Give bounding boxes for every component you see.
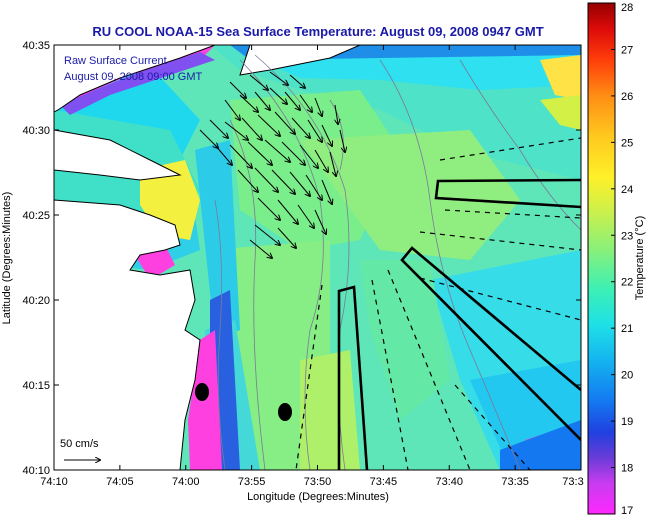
x-axis-label: Longitude (Degrees:Minutes)	[247, 491, 389, 503]
x-tick-label: 73:45	[370, 476, 398, 488]
x-tick-label: 74:05	[106, 476, 134, 488]
colorbar-tick-label: 22	[621, 277, 633, 289]
transect-dashes	[295, 137, 581, 470]
colorbar-tick-label: 17	[621, 505, 633, 517]
station-dot	[278, 403, 292, 421]
y-tick-label: 40:10	[22, 465, 50, 477]
y-tick-label: 40:30	[22, 125, 50, 137]
colorbar-tick-label: 25	[621, 137, 633, 149]
colorbar-tick-label: 28	[621, 2, 633, 14]
x-axis: 74:10 74:05 74:00 73:55 73:50 73:45 73:40 73:35…	[40, 45, 584, 488]
colorbar-tick-label: 20	[621, 370, 633, 382]
y-axis: 40:10 40:15 40:20 40:25 40:30 40:35	[22, 40, 581, 477]
x-tick-label: 74:10	[40, 476, 68, 488]
chart-title: RU COOL NOAA-15 Sea Surface Temperature:…	[92, 24, 543, 39]
scale-label: 50 cm/s	[60, 438, 99, 450]
current-vectors	[199, 71, 345, 258]
land	[54, 45, 361, 470]
y-tick-label: 40:35	[22, 40, 50, 52]
y-tick-label: 40:25	[22, 210, 50, 222]
overlay-line-1: Raw Surface Current	[64, 55, 167, 67]
colorbar-tick-label: 24	[621, 184, 633, 196]
x-tick-label: 73:50	[304, 476, 332, 488]
colorbar-ticks: 17 18 19 20 21 22 23 24 25 26 27 28	[611, 2, 633, 517]
transect-boxes	[337, 178, 581, 470]
plot-area	[54, 45, 581, 470]
colorbar-tick-label: 19	[621, 416, 633, 428]
colorbar-tick-label: 23	[621, 230, 633, 242]
colorbar-tick-label: 27	[621, 44, 633, 56]
colorbar	[587, 2, 616, 515]
colorbar-label: Temperature (°C)	[634, 216, 646, 300]
x-tick-label: 73:3	[562, 476, 583, 488]
y-tick-label: 40:20	[22, 295, 50, 307]
overlay-line-2: August 09, 2008 09:00 GMT	[64, 71, 202, 83]
y-tick-label: 40:15	[22, 380, 50, 392]
colorbar-tick-label: 21	[621, 323, 633, 335]
y-axis-label: Latitude (Degrees:Minutes)	[1, 192, 13, 325]
x-tick-label: 73:35	[501, 476, 529, 488]
x-tick-label: 73:55	[238, 476, 266, 488]
station-dot	[195, 383, 209, 401]
x-tick-label: 74:00	[172, 476, 200, 488]
colorbar-tick-label: 18	[621, 463, 633, 475]
colorbar-tick-label: 26	[621, 91, 633, 103]
x-tick-label: 73:40	[435, 476, 463, 488]
